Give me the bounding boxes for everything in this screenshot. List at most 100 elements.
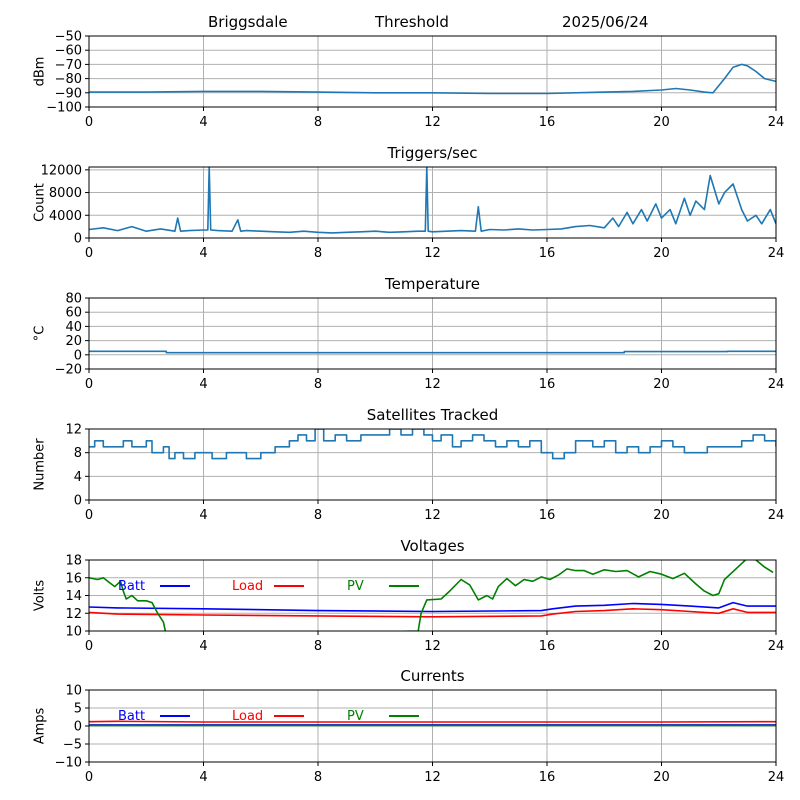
y-tick-label: 60 xyxy=(65,306,82,321)
x-tick-label: 12 xyxy=(424,639,441,654)
y-tick-label: 0 xyxy=(74,720,82,735)
x-tick-label: 4 xyxy=(199,246,207,261)
x-tick-label: 8 xyxy=(314,115,322,130)
x-tick-label: 12 xyxy=(424,508,441,523)
y-tick-label: −10 xyxy=(55,756,82,771)
x-tick-label: 4 xyxy=(199,115,207,130)
legend-label: PV xyxy=(347,579,364,594)
y-tick-label: −70 xyxy=(55,58,82,73)
x-tick-label: 8 xyxy=(314,770,322,785)
header-station: Briggsdale xyxy=(208,13,288,31)
y-tick-label: 14 xyxy=(65,589,82,604)
panel-5: 0 4 8 12 16 20 24 −10 −5 0 5 10 Currents Amps Batt Load… xyxy=(33,667,785,785)
x-tick-label: 4 xyxy=(199,770,207,785)
y-tick-label: 10 xyxy=(65,684,82,699)
x-tick-label: 12 xyxy=(424,770,441,785)
y-tick-label: −80 xyxy=(55,72,82,87)
y-axis-label: Number xyxy=(33,438,48,491)
x-tick-label: 0 xyxy=(85,115,93,130)
series-line-0 xyxy=(89,601,776,613)
x-tick-label: 20 xyxy=(653,639,670,654)
panel-4: 0 4 8 12 16 20 24 10 12 14 16 18 Voltages Volts Batt Lo… xyxy=(33,537,785,654)
panel-0: 0 4 8 12 16 20 24 −100−90−80−70−60−50 dBm xyxy=(33,30,785,131)
series-line-0 xyxy=(89,63,776,95)
y-tick-label: 12 xyxy=(65,607,82,622)
x-tick-label: 16 xyxy=(539,770,556,785)
panel-title: Satellites Tracked xyxy=(367,406,498,424)
y-tick-label: 40 xyxy=(65,320,82,335)
y-tick-label: −5 xyxy=(63,738,82,753)
x-tick-label: 8 xyxy=(314,246,322,261)
panel-title: Currents xyxy=(400,667,464,685)
y-tick-label: 0 xyxy=(74,232,82,247)
legend-label: Load xyxy=(232,579,263,594)
x-tick-label: 0 xyxy=(85,246,93,261)
y-axis-label: Count xyxy=(33,183,48,222)
y-tick-label: 8 xyxy=(74,446,82,461)
y-tick-label: 80 xyxy=(65,292,82,307)
y-tick-label: 8000 xyxy=(49,186,82,201)
y-tick-label: 12 xyxy=(65,423,82,438)
legend-label: Batt xyxy=(118,579,145,594)
series-line-1 xyxy=(89,608,776,618)
x-tick-label: 12 xyxy=(424,115,441,130)
legend-label: PV xyxy=(347,709,364,724)
y-tick-label: −60 xyxy=(55,44,82,59)
x-tick-label: 24 xyxy=(768,508,785,523)
header-mode: Threshold xyxy=(374,13,449,31)
x-tick-label: 24 xyxy=(768,639,785,654)
x-tick-label: 16 xyxy=(539,377,556,392)
x-tick-label: 24 xyxy=(768,115,785,130)
y-tick-label: 5 xyxy=(74,702,82,717)
y-tick-label: 20 xyxy=(65,334,82,349)
y-axis-label: Amps xyxy=(33,707,48,744)
x-tick-label: 24 xyxy=(768,770,785,785)
x-tick-label: 20 xyxy=(653,377,670,392)
panel-title: Triggers/sec xyxy=(387,144,478,162)
legend-label: Batt xyxy=(118,709,145,724)
y-tick-label: 4000 xyxy=(49,209,82,224)
series-line-2 xyxy=(89,560,774,631)
y-tick-label: 10 xyxy=(65,625,82,640)
y-tick-label: 16 xyxy=(65,571,82,586)
y-tick-label: −20 xyxy=(55,363,82,378)
y-tick-label: 0 xyxy=(74,348,82,363)
x-tick-label: 8 xyxy=(314,639,322,654)
series-line-0 xyxy=(89,429,776,460)
y-tick-label: −90 xyxy=(55,86,82,101)
x-tick-label: 0 xyxy=(85,377,93,392)
series-line-0 xyxy=(89,350,776,354)
x-tick-label: 20 xyxy=(653,770,670,785)
panel-title: Temperature xyxy=(384,275,480,293)
x-tick-label: 16 xyxy=(539,508,556,523)
y-axis-label: Volts xyxy=(33,580,48,612)
panel-title: Voltages xyxy=(400,537,464,555)
x-tick-label: 20 xyxy=(653,115,670,130)
x-tick-label: 16 xyxy=(539,246,556,261)
x-tick-label: 24 xyxy=(768,377,785,392)
y-axis-label: °C xyxy=(33,326,48,342)
x-tick-label: 20 xyxy=(653,246,670,261)
y-tick-label: −100 xyxy=(46,101,82,116)
x-tick-label: 4 xyxy=(199,377,207,392)
x-tick-label: 20 xyxy=(653,508,670,523)
x-tick-label: 16 xyxy=(539,115,556,130)
y-tick-label: −50 xyxy=(55,30,82,45)
panel-1: 0 4 8 12 16 20 24 0 4000 8000 12000 Triggers/sec Cou… xyxy=(33,144,785,261)
y-tick-label: 0 xyxy=(74,494,82,509)
header-date: 2025/06/24 xyxy=(562,13,648,31)
y-axis-label: dBm xyxy=(33,57,48,87)
x-tick-label: 16 xyxy=(539,639,556,654)
x-tick-label: 8 xyxy=(314,377,322,392)
y-tick-label: 12000 xyxy=(41,163,82,178)
x-tick-label: 0 xyxy=(85,508,93,523)
legend-label: Load xyxy=(232,709,263,724)
y-tick-label: 18 xyxy=(65,554,82,569)
x-tick-label: 4 xyxy=(199,508,207,523)
x-tick-label: 24 xyxy=(768,246,785,261)
y-tick-label: 4 xyxy=(74,470,82,485)
x-tick-label: 12 xyxy=(424,246,441,261)
